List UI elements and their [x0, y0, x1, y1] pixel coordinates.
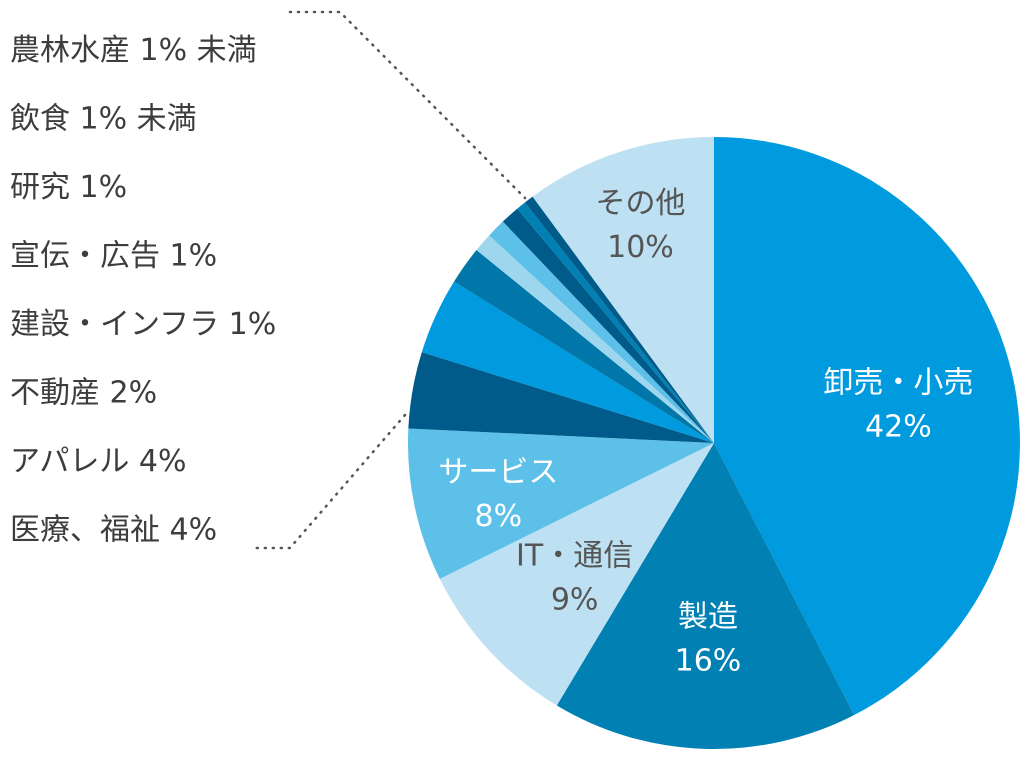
- outside-label-2: 研究 1%: [10, 170, 127, 205]
- pie-slice-10: [517, 202, 714, 443]
- outside-label-4: 建設・インフラ 1%: [10, 307, 276, 342]
- inside-label-value-3: 8%: [475, 499, 523, 534]
- inside-label-value-0: 42%: [865, 409, 932, 444]
- pie-slice-4: [408, 352, 714, 443]
- pie-slice-1: [556, 443, 855, 749]
- inside-label-name-3: サービス: [438, 455, 558, 490]
- pie-slice-5: [421, 281, 714, 443]
- outside-label-6: アパレル 4%: [10, 444, 187, 479]
- inside-label-value-4: 10%: [607, 230, 674, 265]
- pie-slice-3: [408, 428, 714, 579]
- outside-label-0: 農林水産 1% 未満: [10, 33, 257, 68]
- pie-slice-0: [714, 137, 1020, 715]
- outside-label-1: 飲食 1% 未満: [10, 102, 197, 137]
- outside-label-7: 医療、福祉 4%: [10, 513, 217, 548]
- inside-label-name-1: 製造: [678, 600, 738, 635]
- outside-label-3: 宣伝・広告 1%: [10, 239, 217, 274]
- inside-label-value-1: 16%: [675, 644, 742, 679]
- pie-slice-9: [502, 208, 714, 443]
- inside-label-value-2: 9%: [551, 583, 599, 618]
- inside-labels: 卸売・小売 42% 製造 16% IT・通信 9% サービス 8% その他 10%: [438, 186, 973, 678]
- leader-line-bottom: [253, 413, 407, 550]
- leader-lines: [253, 10, 527, 550]
- outside-label-5: 不動産 2%: [10, 376, 157, 411]
- pie-slice-7: [476, 235, 714, 443]
- pie-slice-11: [524, 196, 714, 443]
- pie-slices: [408, 137, 1020, 749]
- pie-slice-12: [532, 137, 714, 443]
- pie-slice-8: [489, 221, 714, 443]
- inside-label-name-2: IT・通信: [516, 539, 633, 574]
- inside-label-name-4: その他: [595, 186, 685, 221]
- pie-slice-2: [439, 443, 714, 706]
- pie-slice-6: [453, 250, 714, 443]
- leader-line-top: [288, 10, 527, 200]
- inside-label-name-0: 卸売・小売: [823, 365, 973, 400]
